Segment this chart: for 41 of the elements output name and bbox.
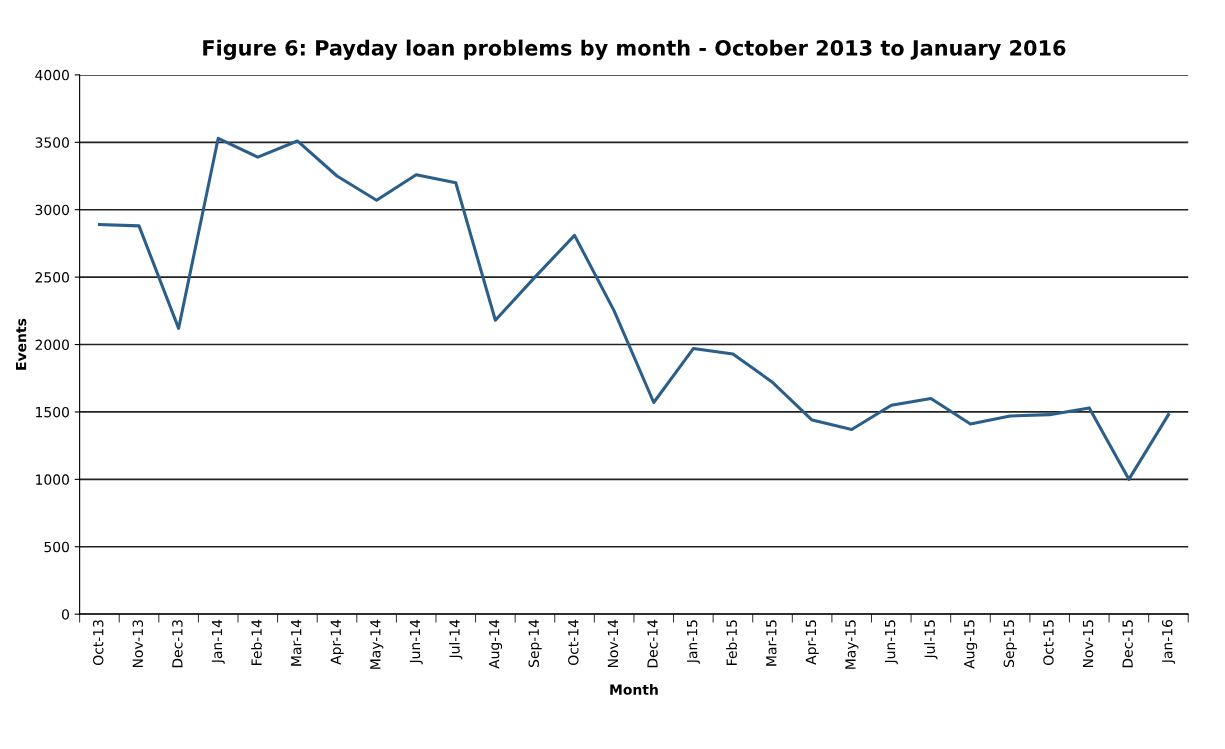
x-tick-label: Jan-15 — [687, 620, 700, 664]
y-tick-label: 1500 — [36, 406, 69, 418]
x-tick-label: Jul-14 — [449, 619, 463, 660]
x-tick-label: Mar-14 — [291, 619, 302, 666]
x-tick-label: Nov-13 — [132, 620, 144, 668]
y-axis-title: Events — [15, 318, 27, 370]
x-tick-label: Dec-13 — [172, 620, 183, 668]
x-tick-label: Feb-14 — [251, 619, 262, 665]
x-tick-label: Oct-15 — [1043, 620, 1054, 665]
x-tick-label: Jan-14 — [211, 619, 225, 664]
x-tick-label: Mar-15 — [766, 620, 777, 666]
chart-title: Figure 6: Payday loan problems by month - October 2013 to January 2016 — [203, 39, 1066, 60]
y-tick-label: 3000 — [35, 204, 69, 216]
y-tick-label: 1000 — [36, 474, 69, 485]
x-tick-label: Sep-14 — [528, 619, 542, 667]
x-tick-label: Nov-14 — [607, 619, 619, 668]
x-tick-label: Jul-15 — [924, 620, 938, 660]
x-tick-label: Oct-14 — [568, 619, 579, 665]
x-tick-label: May-15 — [845, 620, 859, 669]
x-tick-label: Apr-15 — [805, 620, 819, 665]
x-tick-label: Feb-15 — [726, 620, 737, 665]
line-series — [97, 136, 1170, 481]
y-tick-label: 3500 — [35, 137, 69, 148]
x-tick-label: Jun-14 — [409, 619, 423, 665]
x-tick-label: Aug-14 — [489, 619, 503, 669]
y-tick-label: 4000 — [35, 69, 69, 81]
x-tick-label: Sep-15 — [1003, 620, 1017, 667]
x-tick-label: May-14 — [370, 619, 384, 669]
x-tick-label: Apr-14 — [330, 619, 344, 665]
y-tick-label: 2500 — [35, 272, 69, 283]
x-tick-label: Jun-15 — [885, 620, 898, 665]
x-tick-label: Nov-15 — [1082, 620, 1094, 668]
x-axis-title: Month — [610, 684, 658, 695]
x-tick-label: Jan-16 — [1161, 619, 1176, 664]
x-tick-label: Oct-13 — [92, 620, 104, 665]
y-tick-label: 2000 — [35, 339, 69, 351]
y-tick-label: 0 — [61, 609, 69, 620]
x-tick-label: Dec-15 — [1122, 620, 1133, 668]
x-tick-label: Aug-15 — [964, 620, 978, 669]
x-tick-label: Dec-14 — [647, 619, 658, 668]
y-tick-label: 500 — [44, 541, 69, 553]
